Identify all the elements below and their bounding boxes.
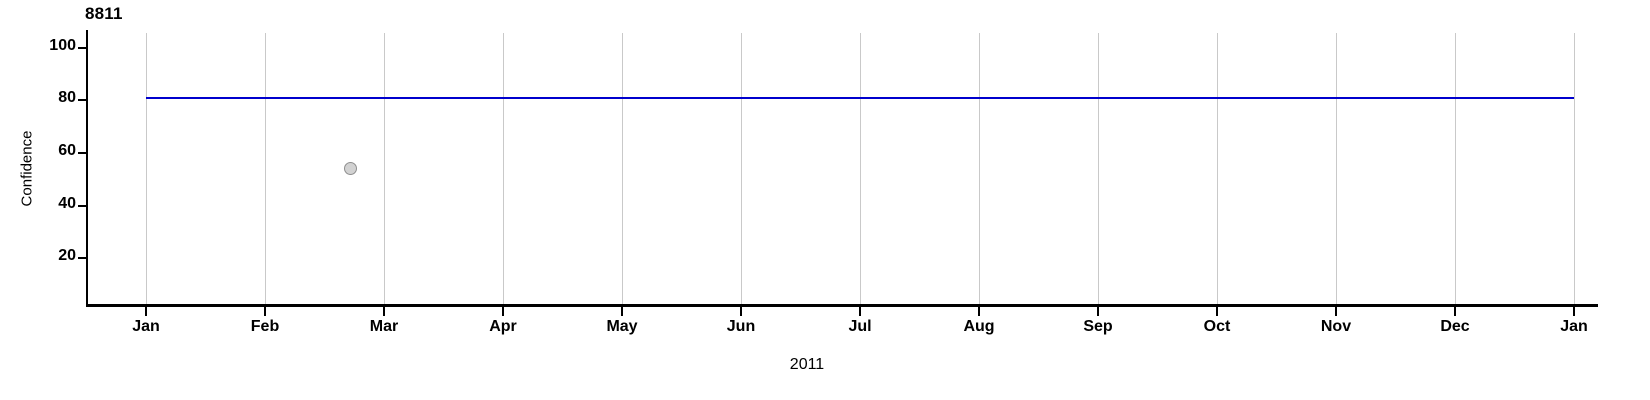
x-axis-tick-label: Nov: [1320, 318, 1352, 335]
x-axis-tick-label: Sep: [1083, 318, 1113, 335]
x-axis-tick-label: Dec: [1440, 318, 1470, 335]
x-axis-tick: [621, 307, 623, 316]
y-axis-tick: [78, 47, 87, 49]
x-axis-tick: [978, 307, 980, 316]
x-axis-tick: [502, 307, 504, 316]
gridline-vertical: [1336, 33, 1337, 304]
y-axis-tick-label: 40: [58, 195, 76, 212]
x-axis-tick: [264, 307, 266, 316]
x-axis-tick: [383, 307, 385, 316]
x-axis-tick: [859, 307, 861, 316]
gridline-vertical: [265, 33, 266, 304]
y-axis-tick: [78, 152, 87, 154]
gridline-vertical: [622, 33, 623, 304]
y-axis-line: [86, 30, 88, 306]
y-axis-tick: [78, 257, 87, 259]
gridline-vertical: [741, 33, 742, 304]
x-axis-tick-label: Apr: [489, 318, 517, 335]
gridline-vertical: [1098, 33, 1099, 304]
x-axis-tick: [1097, 307, 1099, 316]
x-axis-label: 2011: [0, 356, 1650, 374]
x-axis-tick: [740, 307, 742, 316]
gridline-vertical: [860, 33, 861, 304]
threshold-line: [146, 97, 1574, 99]
gridline-vertical: [146, 33, 147, 304]
x-axis-tick-label: Jan: [1560, 318, 1588, 335]
x-axis-tick: [1454, 307, 1456, 316]
x-axis-tick-label: Jan: [132, 318, 160, 335]
x-axis-tick-label: Jul: [848, 318, 872, 335]
y-axis-tick-label: 60: [58, 142, 76, 159]
x-axis-tick-label: Aug: [963, 318, 995, 335]
x-axis-tick-label: Mar: [369, 318, 399, 335]
x-axis-tick-label: Oct: [1203, 318, 1231, 335]
x-axis-line: [86, 304, 1598, 307]
gridline-vertical: [503, 33, 504, 304]
x-axis-tick: [1335, 307, 1337, 316]
x-axis-tick-label: Feb: [250, 318, 280, 335]
x-axis-tick-label: May: [606, 318, 638, 335]
x-axis-tick-label: Jun: [726, 318, 756, 335]
y-axis-tick-label: 100: [49, 37, 76, 54]
y-axis-tick: [78, 205, 87, 207]
gridline-vertical: [1217, 33, 1218, 304]
x-axis-tick: [1216, 307, 1218, 316]
y-axis-tick: [78, 99, 87, 101]
y-axis-tick-label: 80: [58, 89, 76, 106]
chart-title: 8811: [85, 4, 123, 23]
data-point-marker[interactable]: [343, 161, 357, 175]
gridline-vertical: [1574, 33, 1575, 304]
x-axis-tick: [1573, 307, 1575, 316]
gridline-vertical: [979, 33, 980, 304]
x-axis-label-text: 2011: [789, 356, 825, 373]
y-axis-tick-label: 20: [58, 247, 76, 264]
gridline-vertical: [384, 33, 385, 304]
gridline-vertical: [1455, 33, 1456, 304]
x-axis-tick: [145, 307, 147, 316]
